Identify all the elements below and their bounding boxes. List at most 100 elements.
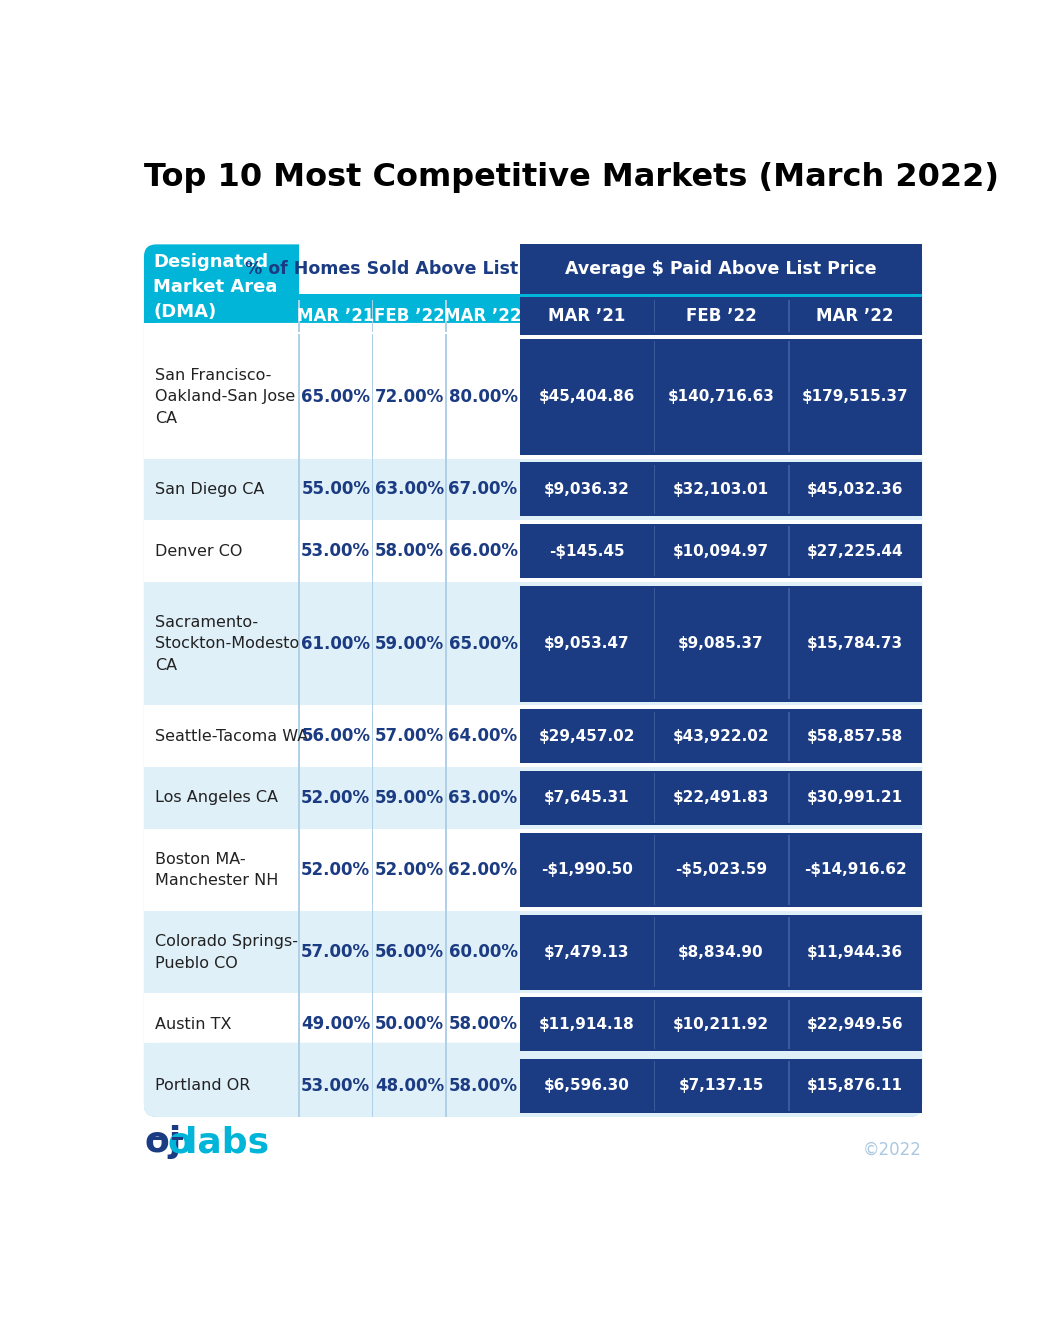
Bar xyxy=(520,340,922,455)
Bar xyxy=(520,710,922,763)
Text: $30,991.21: $30,991.21 xyxy=(807,790,903,805)
Text: Designated
Market Area
(DMA): Designated Market Area (DMA) xyxy=(153,253,278,321)
Bar xyxy=(654,917,655,987)
Bar xyxy=(144,767,922,829)
Bar xyxy=(788,341,789,452)
Text: Seattle-Tacoma WA: Seattle-Tacoma WA xyxy=(155,729,308,743)
Text: 58.00%: 58.00% xyxy=(448,1015,518,1034)
Bar xyxy=(144,910,922,993)
Text: 80.00%: 80.00% xyxy=(448,388,518,406)
Text: MAR ’22: MAR ’22 xyxy=(816,308,893,325)
Bar xyxy=(372,334,373,1116)
Text: ©2022: ©2022 xyxy=(863,1142,922,1159)
Bar xyxy=(520,833,922,908)
Bar xyxy=(788,527,789,576)
Text: $15,876.11: $15,876.11 xyxy=(807,1079,903,1094)
Text: Colorado Springs-
Pueblo CO: Colorado Springs- Pueblo CO xyxy=(155,935,297,971)
Bar xyxy=(654,527,655,576)
Text: $29,457.02: $29,457.02 xyxy=(539,729,635,743)
Bar xyxy=(654,341,655,452)
Text: Los Angeles CA: Los Angeles CA xyxy=(155,790,278,805)
Bar xyxy=(144,582,922,706)
Bar xyxy=(520,297,922,336)
Text: MAR ’21: MAR ’21 xyxy=(548,308,625,325)
Bar xyxy=(372,299,373,332)
Text: 50.00%: 50.00% xyxy=(374,1015,444,1034)
Bar xyxy=(788,299,789,332)
Text: $27,225.44: $27,225.44 xyxy=(807,544,904,559)
Text: $58,857.58: $58,857.58 xyxy=(807,729,903,743)
Text: % of Homes Sold Above List Price: % of Homes Sold Above List Price xyxy=(245,259,574,278)
FancyBboxPatch shape xyxy=(144,1043,922,1116)
Text: $32,103.01: $32,103.01 xyxy=(673,481,769,497)
Text: Top 10 Most Competitive Markets (March 2022): Top 10 Most Competitive Markets (March 2… xyxy=(144,162,999,193)
Text: $7,479.13: $7,479.13 xyxy=(544,945,629,960)
Text: 52.00%: 52.00% xyxy=(374,861,444,878)
Text: $22,949.56: $22,949.56 xyxy=(807,1016,904,1032)
Text: -$145.45: -$145.45 xyxy=(549,544,625,559)
Text: FEB ’22: FEB ’22 xyxy=(374,308,445,325)
Bar xyxy=(788,588,789,699)
Bar xyxy=(654,836,655,905)
Text: $10,211.92: $10,211.92 xyxy=(673,1016,769,1032)
Text: 65.00%: 65.00% xyxy=(302,388,370,406)
Text: 57.00%: 57.00% xyxy=(302,943,370,961)
Text: 57.00%: 57.00% xyxy=(374,727,444,745)
Text: 65.00%: 65.00% xyxy=(448,635,518,652)
Text: MAR ’22: MAR ’22 xyxy=(444,308,522,325)
Bar xyxy=(654,299,655,332)
Bar xyxy=(654,465,655,515)
Text: 55.00%: 55.00% xyxy=(302,480,370,499)
Text: -$1,990.50: -$1,990.50 xyxy=(541,862,632,877)
Text: oj: oj xyxy=(145,1126,182,1159)
Text: -$14,916.62: -$14,916.62 xyxy=(804,862,907,877)
Text: 48.00%: 48.00% xyxy=(374,1076,444,1095)
Text: 49.00%: 49.00% xyxy=(302,1015,370,1034)
Bar xyxy=(172,1136,183,1140)
Text: $7,137.15: $7,137.15 xyxy=(678,1079,763,1094)
Bar xyxy=(144,324,922,1104)
Text: $140,716.63: $140,716.63 xyxy=(668,389,775,404)
Text: $7,645.31: $7,645.31 xyxy=(544,790,629,805)
Text: 56.00%: 56.00% xyxy=(374,943,444,961)
Text: Boston MA-
Manchester NH: Boston MA- Manchester NH xyxy=(155,852,278,888)
Bar xyxy=(654,773,655,822)
Text: o: o xyxy=(167,1126,192,1159)
Bar xyxy=(144,1043,922,1104)
Bar xyxy=(445,299,447,332)
Bar xyxy=(445,334,447,1116)
FancyBboxPatch shape xyxy=(144,245,922,1116)
Text: 72.00%: 72.00% xyxy=(374,388,444,406)
Bar xyxy=(788,917,789,987)
Bar xyxy=(520,915,922,989)
Text: $45,032.36: $45,032.36 xyxy=(807,481,904,497)
Text: MAR ’21: MAR ’21 xyxy=(297,308,374,325)
Text: Denver CO: Denver CO xyxy=(155,544,242,559)
Bar xyxy=(520,997,922,1051)
Text: $43,922.02: $43,922.02 xyxy=(673,729,770,743)
Bar xyxy=(520,771,922,825)
Bar xyxy=(298,334,300,1116)
Text: 60.00%: 60.00% xyxy=(448,943,518,961)
Text: labs: labs xyxy=(185,1126,269,1159)
Bar xyxy=(298,299,300,332)
Text: Average $ Paid Above List Price: Average $ Paid Above List Price xyxy=(565,259,877,278)
Text: Austin TX: Austin TX xyxy=(155,1016,231,1032)
Text: 52.00%: 52.00% xyxy=(302,789,370,808)
Text: $9,085.37: $9,085.37 xyxy=(678,636,763,651)
Text: 63.00%: 63.00% xyxy=(448,789,518,808)
Text: Sacramento-
Stockton-Modesto
CA: Sacramento- Stockton-Modesto CA xyxy=(155,615,300,673)
Text: FEB ’22: FEB ’22 xyxy=(685,308,756,325)
Text: $9,053.47: $9,053.47 xyxy=(544,636,629,651)
Bar xyxy=(654,711,655,761)
Text: $22,491.83: $22,491.83 xyxy=(673,790,770,805)
Text: -$5,023.59: -$5,023.59 xyxy=(675,862,768,877)
Text: San Francisco-
Oakland-San Jose
CA: San Francisco- Oakland-San Jose CA xyxy=(155,368,295,427)
Text: 58.00%: 58.00% xyxy=(374,543,444,560)
Bar xyxy=(298,245,520,294)
Text: 52.00%: 52.00% xyxy=(302,861,370,878)
Text: 56.00%: 56.00% xyxy=(302,727,370,745)
Text: $45,404.86: $45,404.86 xyxy=(539,389,635,404)
Text: $6,596.30: $6,596.30 xyxy=(544,1079,630,1094)
Text: $10,094.97: $10,094.97 xyxy=(673,544,769,559)
